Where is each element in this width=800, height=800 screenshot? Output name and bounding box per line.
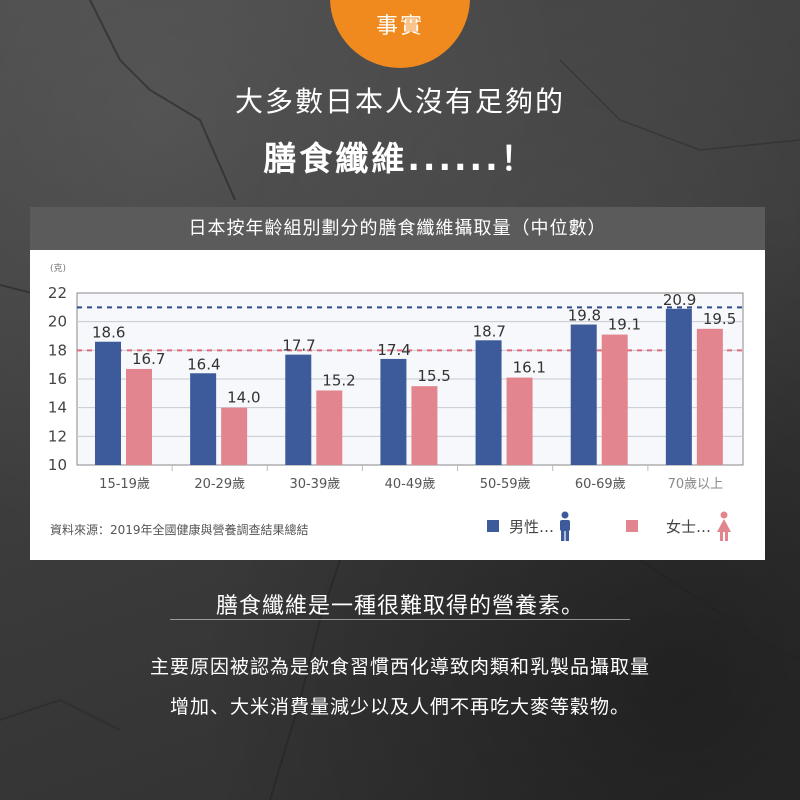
bar: [95, 341, 121, 465]
bar: [411, 386, 438, 465]
data-label: 16.1: [513, 359, 546, 377]
bar: [570, 324, 597, 465]
data-label: 19.1: [608, 316, 641, 334]
legend-male-swatch: [487, 520, 499, 532]
body-line-2: 增加、大米消費量減少以及人們不再吃大麥等穀物。: [169, 696, 630, 718]
y-tick-label: 12: [48, 427, 67, 445]
data-label: 14.0: [227, 389, 260, 407]
bar: [221, 407, 248, 465]
bar: [506, 377, 533, 465]
data-label: 18.6: [92, 324, 125, 342]
legend-female-swatch: [626, 520, 638, 532]
x-tick-label: 40-49歲: [385, 477, 436, 492]
data-label: 18.7: [473, 322, 506, 340]
y-tick-label: 22: [48, 284, 67, 302]
bar: [601, 334, 628, 465]
x-tick-label: 70歲以上: [668, 477, 724, 492]
x-tick-label: 15-19歲: [99, 477, 150, 492]
data-label: 19.8: [568, 307, 601, 325]
subheading: 膳食纖維是一種很難取得的營養素。: [215, 594, 584, 619]
y-tick-label: 20: [48, 313, 67, 331]
bar-chart: (克) 10 12 14 16 18 20 22 18.6 16.7 15-19歲 16.4 14.0 2…: [48, 263, 744, 492]
data-label: 19.5: [703, 310, 736, 328]
bar: [285, 354, 312, 465]
data-label: 16.7: [132, 350, 165, 368]
data-label: 15.2: [322, 371, 355, 389]
data-label: 16.4: [187, 355, 220, 373]
body-line-1: 主要原因被認為是飲食習慣西化導致肉類和乳製品攝取量: [149, 656, 650, 678]
y-tick-label: 14: [48, 399, 67, 417]
y-tick-label: 16: [48, 370, 67, 388]
subheading-underline: [170, 619, 630, 620]
y-axis-unit: (克): [50, 263, 66, 274]
bar: [696, 328, 723, 465]
chart-card: 日本按年齡組別劃分的膳食纖維攝取量（中位數） (克) 10 12 14 16 18 20 22…: [30, 207, 765, 560]
data-label: 15.5: [417, 367, 450, 385]
bar: [190, 373, 217, 465]
legend-female-label: 女士…: [666, 517, 712, 536]
female-figure-icon: [717, 511, 732, 541]
bar: [126, 368, 152, 465]
legend-female: 女士…: [626, 511, 733, 541]
headline-line-1: 大多數日本人沒有足夠的: [234, 85, 565, 118]
legend-male-label: 男性…: [509, 517, 555, 536]
bar: [475, 340, 502, 465]
bar: [380, 358, 407, 465]
fact-badge-label: 事實: [375, 14, 424, 39]
data-label: 17.4: [377, 341, 410, 359]
chart-title: 日本按年齡組別劃分的膳食纖維攝取量（中位數）: [30, 207, 765, 250]
data-label: 20.9: [663, 291, 696, 309]
x-tick-label: 20-29歲: [194, 477, 245, 492]
headline-line-2: 膳食纖維......！: [263, 139, 537, 178]
x-tick-label: 60-69歲: [575, 477, 626, 492]
y-tick-label: 10: [48, 456, 67, 474]
legend-male: 男性…: [487, 511, 572, 541]
bar: [665, 308, 692, 465]
y-tick-label: 18: [48, 341, 67, 359]
data-label: 17.7: [282, 337, 315, 355]
x-tick-label: 30-39歲: [289, 477, 340, 492]
male-figure-icon: [560, 511, 571, 541]
bar: [316, 390, 343, 465]
data-source: 資料來源：2019年全國健康與營養調查結果總結: [50, 523, 309, 537]
x-tick-label: 50-59歲: [480, 477, 531, 492]
